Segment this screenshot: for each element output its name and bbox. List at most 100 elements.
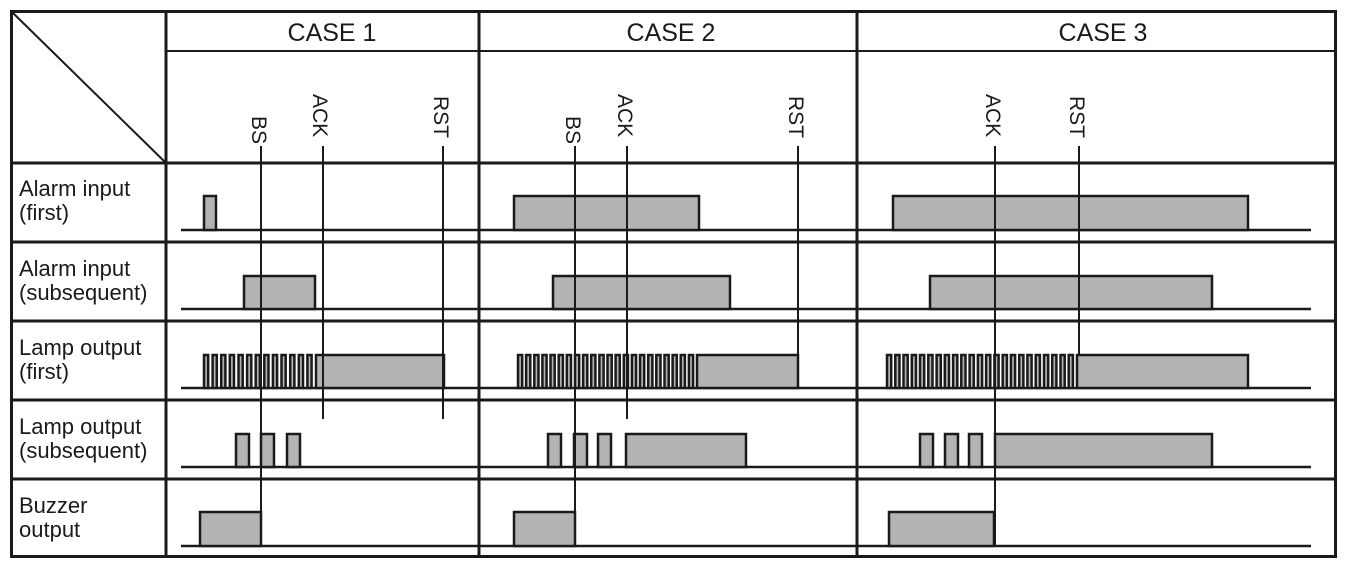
case-3-lamp-first-flash <box>1017 353 1025 390</box>
case-1-lamp-first-flash <box>280 353 287 390</box>
case-2-lamp-first-flash <box>671 353 679 390</box>
case-3-lamp-first-flash <box>976 353 984 390</box>
alarm-subsequent-pulses <box>242 274 1214 311</box>
case-3-lamp-first-flash <box>984 353 992 390</box>
case-2-lamp-first-flash <box>524 353 532 390</box>
case-1-buzzer-pulse <box>198 510 263 548</box>
case-3-alarm-subsequent-pulse <box>928 274 1214 311</box>
row-label-buzzer: Buzzer output <box>19 493 94 542</box>
case-2-lamp-first-flash <box>606 353 613 390</box>
case-2-lamp-first-flash <box>687 353 695 390</box>
case-2-lamp-subsequent-steady <box>624 432 748 469</box>
lamp-first-flicker-pulses <box>202 353 1075 390</box>
case-1-lamp-first-flash <box>297 353 305 390</box>
case-3-title: CASE 3 <box>1059 19 1148 47</box>
case-2-lamp-first-flash <box>581 353 589 390</box>
case-2-bs-label: BS <box>561 116 584 144</box>
case-2-lamp-first-flash <box>516 353 524 390</box>
row-label-lamp-first: Lamp output (first) <box>19 335 147 384</box>
lamp-subsequent-pulses <box>234 432 1214 469</box>
case-3-lamp-first-flash <box>960 353 967 390</box>
case-1-alarm-first-pulse <box>202 194 218 232</box>
case-2-lamp-first-flash <box>565 353 573 390</box>
buzzer-pulses <box>198 510 996 548</box>
case-2-lamp-first-flash <box>598 353 605 390</box>
case-2-lamp-first-flash <box>533 353 540 390</box>
case-3-lamp-first-flash <box>1026 353 1033 390</box>
case-3-lamp-first-flash <box>902 353 909 390</box>
case-2-lamp-first-flash <box>679 353 687 390</box>
case-2-lamp-first-flash <box>646 353 654 390</box>
case-3-buzzer-pulse <box>887 510 996 548</box>
case-2-lamp-first-flash <box>638 353 646 390</box>
case-3-lamp-first-flash <box>951 353 959 390</box>
alarm-first-pulses <box>202 194 1250 232</box>
case-3-lamp-first-flash <box>1059 353 1066 390</box>
case-3-lamp-subsequent-blink <box>943 432 960 469</box>
case-2-lamp-first-flash <box>589 353 597 390</box>
case-3-lamp-first-flash <box>1034 353 1042 390</box>
case-3-lamp-subsequent-blink <box>918 432 935 469</box>
case-3-lamp-first-flash <box>927 353 934 390</box>
case-2-lamp-first-flash <box>557 353 565 390</box>
case-2-ack-label: ACK <box>613 94 636 137</box>
case-3-lamp-first-flash <box>918 353 926 390</box>
case-3-lamp-first-flash <box>935 353 943 390</box>
case-1-lamp-first-flash <box>254 353 262 390</box>
case-3-lamp-first-steady <box>1075 353 1250 390</box>
case-1-rst-label: RST <box>429 96 452 138</box>
case-1-lamp-first-flash <box>271 353 279 390</box>
case-3-lamp-first-flash <box>1050 353 1058 390</box>
case-2-lamp-first-steady <box>695 353 800 390</box>
case-1-bs-label: BS <box>247 116 270 144</box>
case-3-lamp-first-flash <box>1042 353 1050 390</box>
case-2-lamp-first-flash <box>630 353 638 390</box>
case-3-lamp-first-flash <box>1067 353 1075 390</box>
case-3-lamp-first-flash <box>1001 353 1009 390</box>
case-2-lamp-first-flash <box>663 353 670 390</box>
case-3-rst-label: RST <box>1065 96 1088 138</box>
case-2-lamp-subsequent-blink <box>546 432 563 469</box>
case-1-lamp-first-steady <box>314 353 446 390</box>
event-markers <box>260 146 1080 546</box>
case-3-lamp-first-flash <box>885 353 893 390</box>
case-1-lamp-first-flash <box>228 353 236 390</box>
case-2-alarm-first-pulse <box>512 194 701 232</box>
case-2-lamp-first-flash <box>655 353 662 390</box>
case-3-alarm-first-pulse <box>891 194 1250 232</box>
table-grid <box>10 10 1337 558</box>
case-1-title: CASE 1 <box>288 19 377 47</box>
case-2-lamp-first-flash <box>614 353 622 390</box>
signal-labels: BS ACK RST BS ACK RST ACK RST <box>247 94 1088 144</box>
case-1-lamp-first-flash <box>288 353 296 390</box>
case-3-lamp-subsequent-blink <box>967 432 984 469</box>
case-1-lamp-first-flash <box>306 353 313 390</box>
case-1-lamp-first-flash <box>202 353 210 390</box>
corner-diagonal <box>12 12 167 164</box>
case-2-title: CASE 2 <box>627 19 716 47</box>
case-3-lamp-first-flash <box>910 353 918 390</box>
case-3-lamp-first-flash <box>968 353 976 390</box>
case-3-ack-label: ACK <box>981 94 1004 137</box>
case-1-lamp-subsequent-blink <box>234 432 251 469</box>
case-1-lamp-first-flash <box>211 353 219 390</box>
lamp-first-steady-pulses <box>314 353 1250 390</box>
case-2-alarm-subsequent-pulse <box>551 274 732 311</box>
case-3-lamp-first-flash <box>894 353 901 390</box>
case-3-lamp-subsequent-steady <box>993 432 1214 469</box>
case-2-lamp-first-flash <box>541 353 548 390</box>
case-2-lamp-first-flash <box>549 353 556 390</box>
case-1-lamp-first-flash <box>237 353 244 390</box>
row-label-lamp-subsequent: Lamp output (subsequent) <box>19 414 147 463</box>
row-label-alarm-subsequent: Alarm input (subsequent) <box>19 256 147 305</box>
case-1-lamp-subsequent-blink <box>285 432 302 469</box>
case-1-lamp-first-flash <box>219 353 227 390</box>
case-2-lamp-subsequent-blink <box>596 432 613 469</box>
case-1-ack-label: ACK <box>308 94 331 137</box>
case-2-rst-label: RST <box>784 96 807 138</box>
row-label-alarm-first: Alarm input (first) <box>19 176 136 225</box>
case-1-lamp-first-flash <box>245 353 253 390</box>
case-1-lamp-subsequent-blink <box>259 432 276 469</box>
table-border <box>10 10 1337 558</box>
